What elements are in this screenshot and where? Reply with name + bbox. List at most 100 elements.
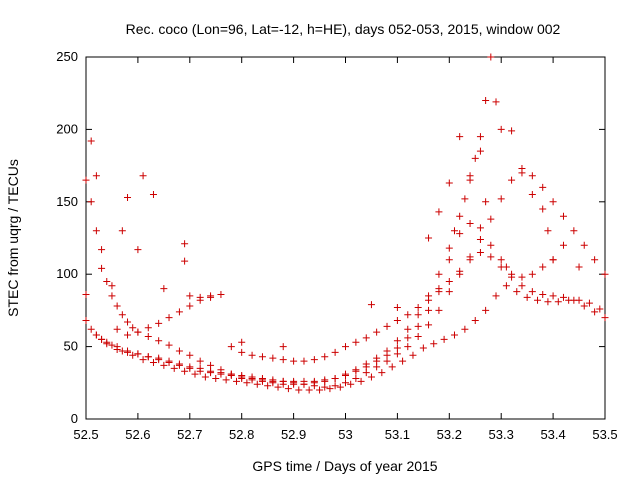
data-point <box>414 311 422 319</box>
data-point <box>300 357 308 365</box>
data-point <box>295 386 303 394</box>
data-point <box>409 351 417 359</box>
data-point <box>476 224 484 232</box>
data-point <box>373 328 381 336</box>
data-point <box>82 290 90 298</box>
data-point <box>497 263 505 271</box>
data-point <box>559 212 567 220</box>
data-point <box>456 212 464 220</box>
data-point <box>321 353 329 361</box>
data-point <box>601 270 609 278</box>
data-point <box>471 317 479 325</box>
data-point <box>300 380 308 388</box>
data-point <box>165 357 173 365</box>
data-point <box>502 282 510 290</box>
data-point <box>175 308 183 316</box>
data-point <box>601 314 609 322</box>
data-point <box>92 331 100 339</box>
data-point <box>393 350 401 358</box>
data-point <box>528 172 536 180</box>
data-point <box>321 376 329 384</box>
data-point <box>399 357 407 365</box>
data-point <box>404 325 412 333</box>
data-point <box>98 335 106 343</box>
data-point <box>435 270 443 278</box>
data-point <box>357 377 365 385</box>
data-point <box>575 296 583 304</box>
x-tick-label: 53.1 <box>385 427 410 442</box>
data-point <box>196 293 204 301</box>
data-point <box>227 370 235 378</box>
data-point <box>201 373 209 381</box>
data-point <box>98 246 106 254</box>
data-point <box>108 282 116 290</box>
data-point <box>466 253 474 261</box>
data-point <box>305 386 313 394</box>
data-point <box>373 363 381 371</box>
x-tick-label: 53.4 <box>540 427 565 442</box>
data-point <box>518 273 526 281</box>
data-point <box>440 335 448 343</box>
data-point <box>450 331 458 339</box>
data-point <box>476 235 484 243</box>
data-point <box>487 241 495 249</box>
data-point <box>518 164 526 172</box>
data-point <box>425 306 433 314</box>
y-tick-label: 0 <box>71 411 78 426</box>
data-point <box>310 356 318 364</box>
data-point <box>118 227 126 235</box>
data-point <box>466 220 474 228</box>
data-point <box>450 227 458 235</box>
data-point <box>342 343 349 351</box>
data-point <box>98 264 106 272</box>
data-point <box>175 347 183 355</box>
data-point <box>523 293 531 301</box>
data-point <box>113 345 121 353</box>
data-point <box>326 385 334 393</box>
data-point <box>528 270 536 278</box>
data-point <box>456 133 464 141</box>
data-point <box>352 374 360 382</box>
data-point <box>404 334 412 342</box>
data-point <box>575 263 583 271</box>
data-point <box>144 332 152 340</box>
data-point <box>258 353 266 361</box>
data-point <box>248 373 256 381</box>
data-point <box>497 195 505 203</box>
data-point <box>82 317 90 325</box>
data-point <box>591 308 599 316</box>
data-point <box>393 304 401 312</box>
data-point <box>113 325 121 333</box>
data-point <box>393 317 401 325</box>
y-tick-label: 250 <box>56 49 78 64</box>
data-point <box>534 296 542 304</box>
data-point <box>445 256 453 264</box>
data-point <box>544 298 552 306</box>
data-point <box>191 370 199 378</box>
data-point <box>92 227 100 235</box>
data-point <box>445 179 453 187</box>
data-point <box>258 374 266 382</box>
data-point <box>497 125 505 133</box>
data-point <box>134 350 142 358</box>
data-point <box>124 348 132 356</box>
data-point <box>476 147 484 155</box>
data-point <box>316 386 324 394</box>
data-point <box>238 348 246 356</box>
data-point <box>92 172 100 180</box>
data-point <box>487 215 495 223</box>
data-point <box>435 288 443 296</box>
data-point <box>212 374 220 382</box>
data-point <box>196 357 204 365</box>
data-point <box>378 369 386 377</box>
data-point <box>82 176 90 184</box>
data-point <box>508 127 516 135</box>
data-point <box>585 299 593 307</box>
data-point <box>528 191 536 199</box>
data-point <box>487 53 495 61</box>
data-point <box>425 296 433 304</box>
data-point <box>331 382 339 390</box>
data-point <box>248 351 256 359</box>
data-point <box>347 380 355 388</box>
